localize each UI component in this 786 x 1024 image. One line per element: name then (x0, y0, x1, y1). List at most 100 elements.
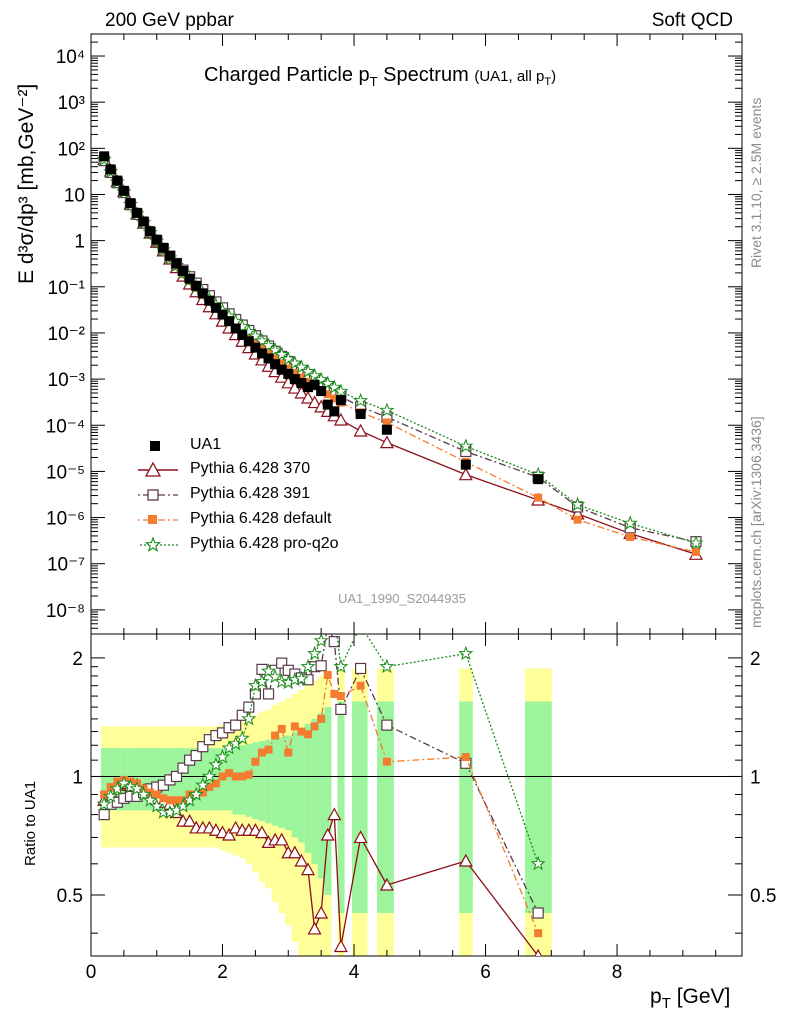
ratio-y-tick-label-right: 0.5 (750, 886, 776, 907)
header-right: Soft QCD (651, 10, 733, 31)
marker-square-filled (461, 753, 470, 762)
marker-star (274, 673, 290, 689)
marker-data-point (178, 265, 189, 276)
marker-triangle (300, 862, 316, 876)
legend-marker-ua1 (150, 441, 160, 451)
marker-square-filled (304, 730, 312, 739)
ratio-band-inner (146, 748, 154, 811)
ratio-band-inner (304, 723, 312, 853)
ratio-band-inner (337, 701, 345, 914)
marker-square-open (532, 907, 544, 919)
marker-square-filled (264, 745, 273, 754)
marker-triangle (327, 807, 342, 821)
marker-triangle (320, 827, 335, 841)
x-axis-label-pre: p (650, 985, 662, 1008)
plot-subtitle-pre: (UA1, all p (474, 68, 545, 85)
ratio-band-inner (459, 701, 473, 914)
marker-data-point (158, 242, 169, 253)
marker-square-filled (264, 349, 273, 358)
marker-data-point (112, 175, 123, 186)
marker-square-open (197, 741, 209, 753)
marker-square-filled (238, 772, 247, 781)
ratio-band-inner (265, 739, 273, 824)
marker-triangle (307, 395, 322, 409)
marker-data-point (355, 409, 366, 420)
marker-triangle (254, 825, 269, 839)
marker-data-point (105, 164, 116, 175)
header-left: 200 GeV ppbar (105, 10, 234, 31)
ratio-series (96, 634, 546, 956)
marker-data-point (118, 185, 129, 196)
marker-square-filled (218, 772, 227, 781)
marker-data-point (270, 359, 281, 370)
ratio-band-inner (278, 736, 286, 828)
marker-square-filled (356, 681, 365, 690)
marker-data-point (250, 342, 261, 353)
marker-square-filled (251, 757, 260, 766)
marker-star (287, 355, 303, 370)
plot-title-post: Spectrum (377, 64, 469, 86)
marker-data-point (204, 295, 215, 306)
main-y-tick-label: 10 (64, 185, 85, 206)
x-tick-label: 2 (217, 962, 228, 983)
plot-subtitle-sub: T (544, 76, 552, 88)
marker-triangle (333, 939, 348, 953)
marker-star (122, 779, 138, 794)
legend-marker-p370 (138, 461, 178, 477)
marker-square-filled (290, 722, 299, 731)
marker-square-filled (231, 772, 240, 781)
marker-star (149, 798, 165, 813)
ratio-band-inner (271, 738, 279, 826)
marker-square-open (276, 657, 288, 669)
marker-star (333, 383, 349, 398)
marker-triangle (353, 830, 368, 844)
marker-data-point (224, 316, 235, 327)
x-tick-label: 6 (480, 962, 491, 983)
x-tick-label: 4 (349, 962, 360, 983)
marker-square-open (98, 809, 110, 821)
mcplots-reference: mcplots.cern.ch [arXiv:1306.3436] (748, 416, 764, 628)
marker-square-filled (172, 796, 181, 805)
marker-square-filled (159, 794, 168, 803)
ratio-band-inner (525, 701, 552, 914)
legend-label-default: Pythia 6.428 default (190, 510, 332, 527)
marker-triangle (222, 827, 237, 841)
marker-data-point (138, 216, 149, 227)
axis-ticks: 0 2 4 6 810⁻⁸10⁻⁷10⁻⁶10⁻⁵10⁻⁴10⁻³10⁻²10⁻¹110… (46, 33, 776, 983)
marker-square-filled (323, 390, 332, 399)
marker-data-point (289, 374, 300, 385)
legend-marker-default (138, 515, 178, 524)
ratio-plot-frame (90, 633, 743, 957)
legend-item-default: Pythia 6.428 default (138, 508, 438, 532)
marker-triangle (287, 845, 302, 859)
marker-square-open (381, 719, 393, 731)
ratio-band-inner (352, 701, 368, 914)
marker-square-filled (271, 731, 280, 740)
plot-subtitle-post: ) (551, 68, 557, 85)
marker-square-open (230, 719, 242, 731)
marker-star (379, 658, 395, 674)
marker-star (530, 855, 546, 871)
marker-square-filled (277, 724, 286, 733)
marker-star (622, 515, 638, 530)
marker-square-open (190, 749, 202, 762)
marker-data-point (316, 386, 327, 397)
marker-data-point (230, 323, 241, 334)
x-axis-label-sub: T (661, 995, 671, 1013)
ratio-y-tick-label: 2 (72, 649, 83, 670)
marker-square-filled (225, 769, 234, 778)
marker-triangle (274, 832, 289, 846)
legend-label-p370: Pythia 6.428 370 (190, 460, 311, 477)
marker-data-point (381, 424, 392, 435)
marker-data-point (263, 353, 274, 364)
legend-marker-proq2o (138, 536, 178, 552)
marker-star (254, 673, 270, 689)
marker-triangle (379, 877, 394, 891)
marker-data-point (283, 368, 294, 379)
main-y-tick-label: 10⁻¹ (48, 278, 86, 299)
legend-item-proq2o: Pythia 6.428 pro-q2o (138, 533, 438, 557)
ratio-band-inner (212, 748, 220, 811)
marker-square-open (262, 688, 275, 700)
marker-square-filled (297, 727, 306, 736)
marker-square-filled (382, 757, 391, 766)
